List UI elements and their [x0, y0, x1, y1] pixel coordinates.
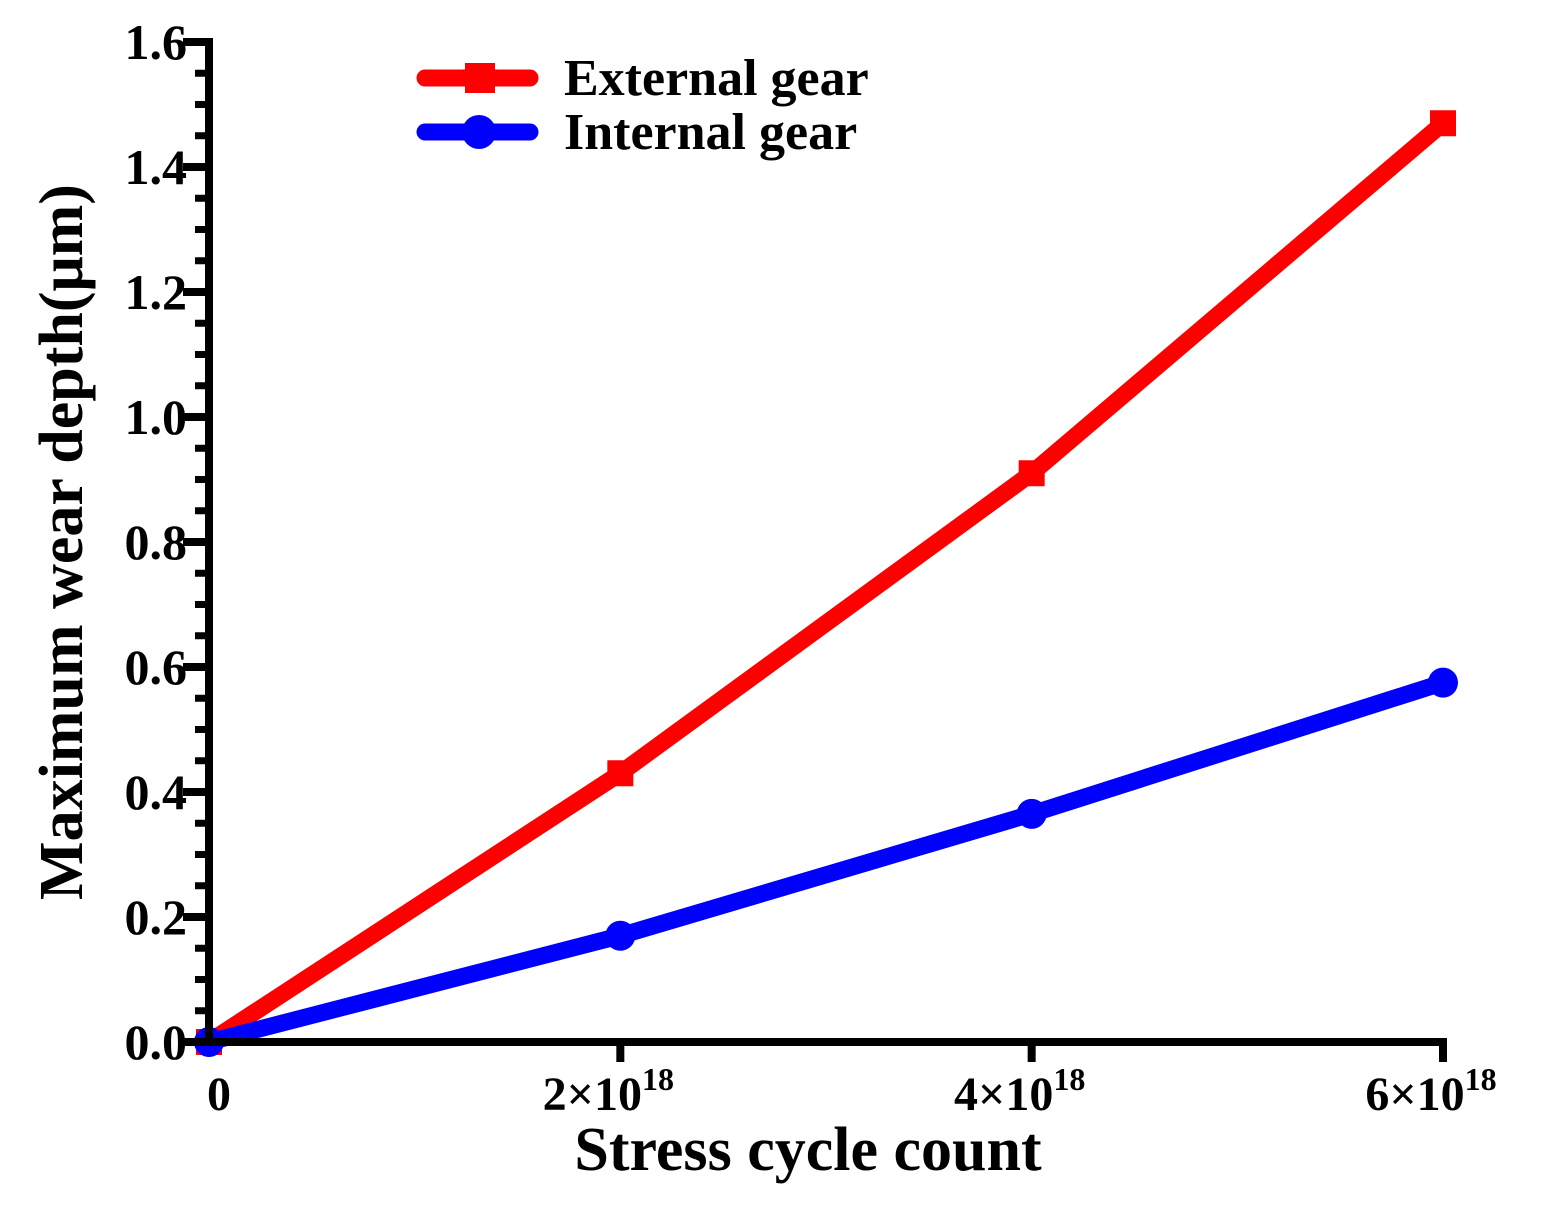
- y-tick-label: 0.8: [125, 514, 188, 570]
- x-tick-mantissa: 4×10: [954, 1068, 1053, 1121]
- y-tick-label: 1.4: [125, 139, 188, 195]
- y-axis-ticks: 0.0 0.2 0.4 0.6 0.8 1.0 1.2 1.4 1.6: [125, 14, 209, 1070]
- series-external-gear: [196, 110, 1456, 1055]
- y-tick-label: 0.0: [125, 1014, 188, 1070]
- series-line: [200, 674, 1452, 1051]
- x-tick-mantissa: 6×10: [1365, 1068, 1464, 1121]
- x-axis-ticks: 0 2×1018 4×1018 6×1018: [207, 1042, 1497, 1121]
- x-tick-mantissa: 2×10: [543, 1068, 642, 1121]
- legend-marker-square: [465, 63, 495, 93]
- x-tick-exponent: 18: [1053, 1061, 1085, 1097]
- x-tick-label: 6×1018: [1365, 1061, 1496, 1121]
- x-axis-title: Stress cycle count: [574, 1116, 1042, 1184]
- series-layer: [194, 110, 1458, 1057]
- series-internal-gear: [194, 667, 1458, 1057]
- x-tick-exponent: 18: [642, 1061, 674, 1097]
- legend-item: Internal gear: [416, 104, 857, 161]
- y-tick-label: 1.2: [125, 264, 188, 320]
- x-tick-mantissa: 0: [207, 1068, 231, 1121]
- x-tick-label: 4×1018: [954, 1061, 1085, 1121]
- legend-marker-circle: [462, 115, 496, 149]
- data-point-circle: [605, 920, 636, 951]
- legend-label: Internal gear: [564, 104, 857, 161]
- y-tick-label: 0.4: [125, 764, 188, 820]
- x-tick-label: 0: [207, 1068, 231, 1121]
- y-axis-title: Maximum wear depth(μm): [28, 184, 96, 900]
- y-tick-label: 0.2: [125, 889, 188, 945]
- data-point-square: [1430, 110, 1456, 137]
- series-line: [200, 114, 1452, 1051]
- y-tick-label: 1.0: [125, 389, 188, 445]
- data-point-circle: [1016, 798, 1047, 829]
- data-point-square: [1018, 460, 1045, 487]
- data-point-square: [607, 760, 634, 787]
- y-tick-label: 0.6: [125, 639, 188, 695]
- x-tick-exponent: 18: [1465, 1061, 1497, 1097]
- legend-item: External gear: [416, 50, 869, 107]
- x-tick-label: 2×1018: [543, 1061, 674, 1121]
- data-point-circle: [1428, 667, 1458, 698]
- y-tick-label: 1.6: [125, 14, 188, 70]
- axes: 0.00.20.40.60.81.01.21.41.6 0 2×1018 4×101…: [125, 14, 1497, 1121]
- legend-label: External gear: [564, 50, 869, 107]
